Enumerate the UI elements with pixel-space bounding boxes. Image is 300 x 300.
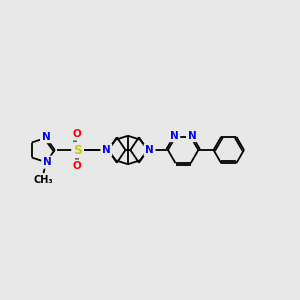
Text: CH₃: CH₃ xyxy=(34,175,53,185)
Text: N: N xyxy=(42,132,50,142)
Text: O: O xyxy=(72,161,81,171)
Text: N: N xyxy=(145,145,154,155)
Text: N: N xyxy=(102,145,111,155)
Text: O: O xyxy=(72,129,81,139)
Text: N: N xyxy=(170,130,179,141)
Text: N: N xyxy=(43,157,52,167)
Text: N: N xyxy=(188,130,196,141)
Text: S: S xyxy=(73,143,82,157)
